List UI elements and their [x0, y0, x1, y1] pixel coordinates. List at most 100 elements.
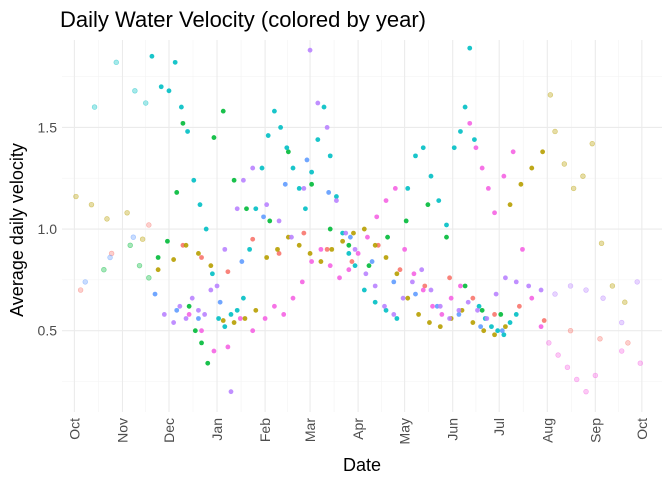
data-point	[186, 312, 192, 317]
data-point	[240, 295, 246, 301]
data-point	[240, 177, 246, 183]
data-point	[564, 364, 571, 370]
data-point	[289, 234, 294, 240]
data-point	[391, 279, 397, 285]
data-point	[222, 324, 228, 330]
data-point	[136, 262, 143, 269]
data-point	[196, 251, 201, 256]
data-point	[315, 100, 321, 106]
data-point	[199, 328, 204, 334]
data-point	[507, 202, 513, 208]
data-point	[261, 214, 266, 220]
data-point	[309, 169, 315, 175]
data-point	[382, 303, 387, 309]
data-point	[583, 388, 589, 395]
data-point	[372, 299, 378, 305]
data-point	[518, 181, 524, 187]
data-point	[282, 181, 288, 187]
data-point	[366, 263, 372, 269]
data-point	[276, 251, 282, 256]
data-point	[225, 344, 231, 350]
data-point	[625, 340, 631, 346]
data-point	[498, 312, 504, 317]
data-point	[503, 275, 508, 281]
data-point	[436, 198, 442, 203]
data-point	[400, 295, 406, 301]
data-point	[285, 149, 291, 155]
data-point	[265, 133, 271, 138]
data-point	[127, 242, 133, 249]
data-point	[618, 348, 625, 354]
data-point	[444, 222, 449, 228]
data-point	[347, 234, 353, 240]
series-5	[82, 157, 505, 334]
x-tick-label: Jan	[209, 418, 225, 441]
data-point	[422, 283, 428, 289]
data-point	[462, 283, 468, 289]
data-point	[346, 267, 352, 273]
data-point	[307, 251, 313, 256]
data-point	[413, 291, 418, 297]
data-point	[447, 275, 452, 281]
data-point	[203, 226, 209, 232]
data-point	[403, 218, 409, 224]
data-point	[493, 291, 499, 297]
data-point	[583, 287, 589, 293]
data-point	[174, 190, 180, 195]
data-point	[470, 295, 476, 301]
data-point	[303, 206, 308, 212]
data-point	[637, 360, 643, 366]
data-point	[91, 104, 98, 110]
data-point	[158, 84, 164, 90]
data-point	[309, 181, 315, 187]
data-point	[546, 340, 552, 346]
data-point	[374, 214, 380, 220]
data-point	[361, 287, 367, 293]
data-point	[250, 165, 256, 171]
data-point	[385, 234, 390, 240]
data-point	[337, 275, 342, 281]
data-point	[334, 198, 339, 203]
data-point	[239, 259, 245, 264]
x-tick-label: Jul	[491, 418, 507, 436]
data-point	[472, 137, 477, 143]
data-point	[304, 157, 310, 163]
data-point	[228, 312, 234, 317]
data-point	[130, 234, 137, 240]
data-point	[228, 389, 234, 395]
data-point	[598, 240, 605, 246]
data-point	[392, 185, 398, 191]
data-point	[183, 316, 189, 321]
series-7	[186, 120, 643, 395]
data-point	[416, 312, 421, 317]
data-point	[402, 246, 408, 252]
data-point	[425, 202, 431, 208]
data-point	[208, 263, 214, 269]
y-tick-label: 0.5	[38, 323, 58, 339]
data-point	[296, 185, 302, 191]
data-point	[343, 230, 349, 236]
data-point	[324, 125, 330, 130]
data-point	[318, 259, 324, 264]
data-point	[186, 303, 192, 309]
data-point	[570, 185, 577, 192]
data-point	[199, 340, 204, 346]
data-point	[397, 267, 403, 273]
data-point	[363, 271, 369, 277]
data-point	[152, 291, 158, 297]
data-point	[139, 236, 146, 242]
data-point	[600, 295, 606, 301]
data-point	[540, 149, 546, 155]
data-point	[470, 320, 476, 325]
data-point	[437, 303, 443, 309]
data-point	[146, 222, 152, 228]
data-point	[538, 287, 544, 293]
data-point	[458, 283, 463, 289]
minor-gridlines	[62, 40, 662, 412]
data-point	[191, 177, 197, 183]
data-point	[526, 283, 532, 289]
data-point	[208, 287, 214, 293]
data-point	[309, 259, 315, 264]
data-point	[259, 165, 265, 171]
data-point	[214, 283, 220, 289]
